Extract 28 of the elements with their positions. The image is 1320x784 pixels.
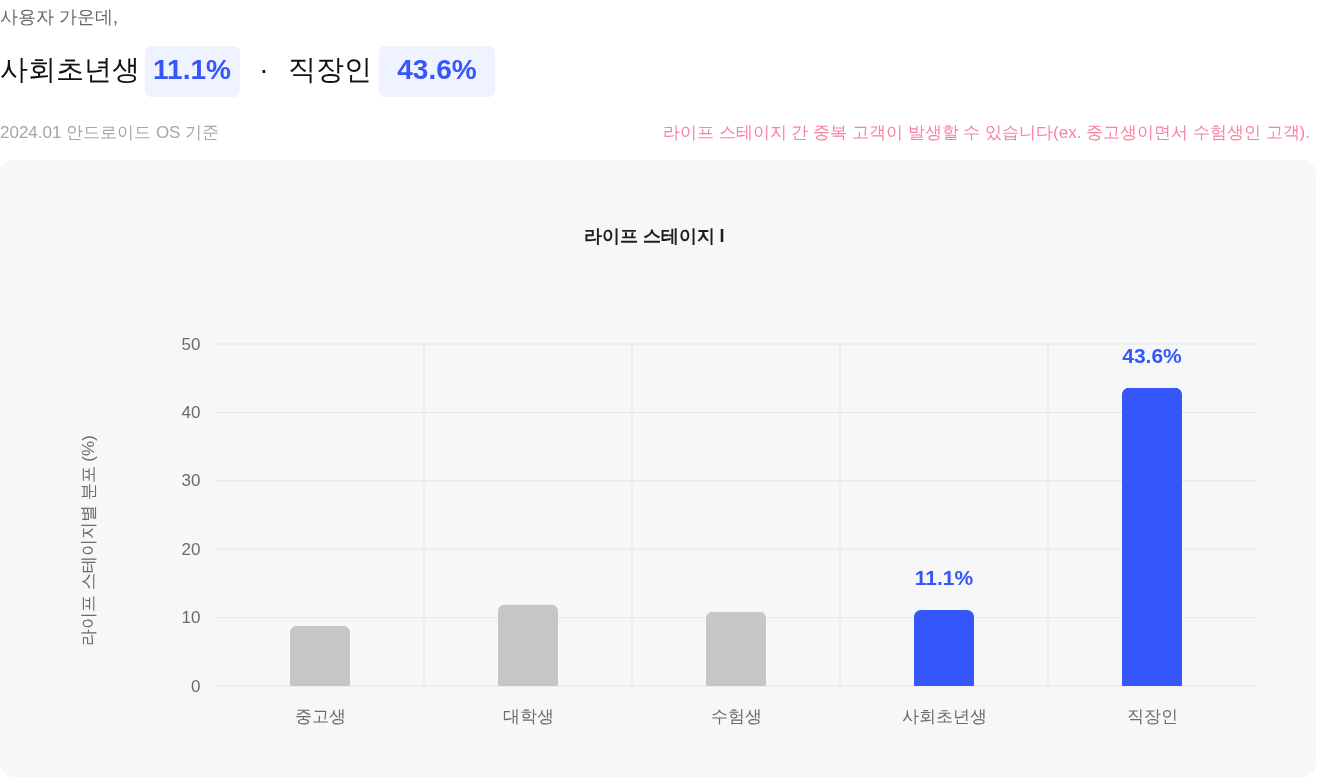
x-tick-label: 수험생 [710, 706, 762, 726]
y-tick-label: 40 [181, 402, 201, 422]
chart-title: 라이프 스테이지 I [583, 226, 725, 246]
bar [498, 604, 558, 686]
x-tick-label: 직장인 [1126, 706, 1178, 726]
y-tick-label: 10 [181, 608, 201, 628]
x-tick-label: 대학생 [502, 706, 554, 726]
data-label: 11.1% [914, 566, 974, 590]
y-tick-label: 20 [181, 539, 201, 559]
y-tick-label: 0 [191, 676, 201, 696]
text: · [259, 54, 269, 85]
y-tick-label: 30 [181, 471, 201, 491]
x-tick-label: 중고생 [294, 706, 346, 726]
data-label: 43.6% [1122, 343, 1183, 367]
bar [290, 625, 350, 686]
bar [706, 611, 766, 686]
text: 43.6% [397, 54, 477, 85]
text: 사용자 가운데, [0, 7, 119, 27]
bar [1122, 387, 1182, 686]
text: 라이프 스테이지 간 중복 고객이 발생할 수 있습니다(ex. 중고생이면서 수험생인 고객). [663, 123, 1310, 142]
y-axis-title: 라이프 스테이지별 분포 (%) [78, 435, 98, 646]
x-tick-label: 사회초년생 [901, 706, 987, 726]
bar [914, 610, 974, 686]
text: 사회초년생 [0, 54, 140, 85]
text: 직장인 [288, 54, 372, 85]
chart-subtitle: 2024.01 안드로이드 OS 기준 [0, 123, 220, 142]
y-tick-label: 50 [181, 334, 201, 354]
text: 11.1% [153, 54, 232, 85]
